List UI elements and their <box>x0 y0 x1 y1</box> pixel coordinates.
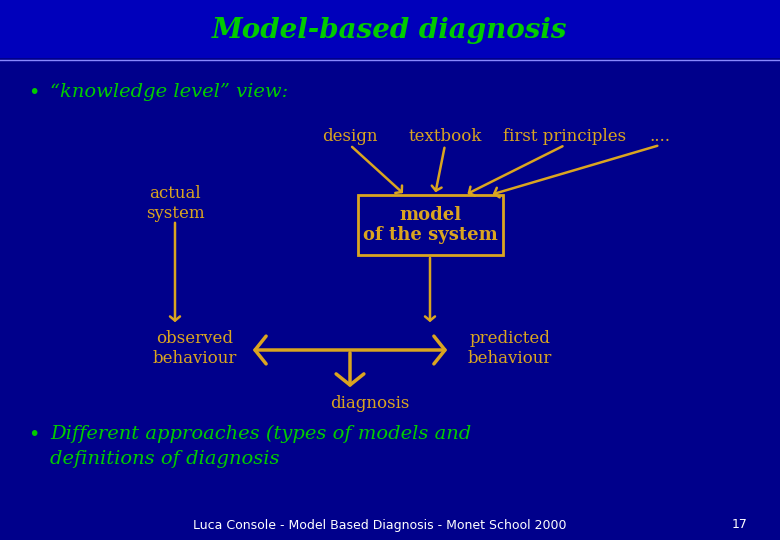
Text: predicted
behaviour: predicted behaviour <box>468 330 552 367</box>
Text: ....: .... <box>650 128 671 145</box>
Text: 17: 17 <box>732 518 748 531</box>
Text: diagnosis: diagnosis <box>330 395 410 412</box>
Text: •: • <box>28 83 39 102</box>
Text: Different approaches (types of models and: Different approaches (types of models an… <box>50 425 471 443</box>
Bar <box>357 195 502 255</box>
Text: observed
behaviour: observed behaviour <box>153 330 237 367</box>
Text: first principles: first principles <box>503 128 626 145</box>
Text: •: • <box>28 425 39 444</box>
Text: textbook: textbook <box>408 128 482 145</box>
Text: definitions of diagnosis: definitions of diagnosis <box>50 450 279 468</box>
Text: Model-based diagnosis: Model-based diagnosis <box>212 17 568 44</box>
Text: model
of the system: model of the system <box>363 206 498 245</box>
Text: Luca Console - Model Based Diagnosis - Monet School 2000: Luca Console - Model Based Diagnosis - M… <box>193 518 567 531</box>
FancyBboxPatch shape <box>0 0 780 58</box>
Text: actual
system: actual system <box>146 185 204 221</box>
Text: design: design <box>322 128 378 145</box>
Text: “knowledge level” view:: “knowledge level” view: <box>50 83 289 101</box>
